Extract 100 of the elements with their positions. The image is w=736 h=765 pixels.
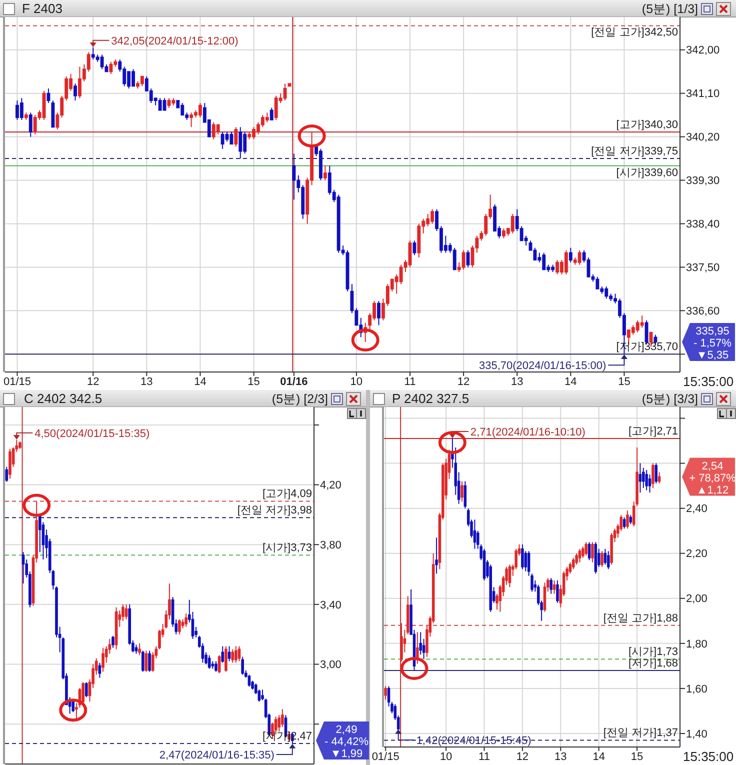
candlestick [460,480,464,502]
annotation: 2,47(2024/01/16-15:35) [159,749,274,762]
candlestick [100,54,104,70]
candlestick [377,300,380,326]
candlestick [167,98,171,108]
candlestick [417,223,421,258]
candlestick [221,646,224,664]
y-tick-label: 2,00 [686,593,708,606]
y-tick-label: 2,20 [686,548,708,560]
candlestick [384,686,387,700]
ref-line-label: [저가]1,68 [628,657,678,670]
x-tick-label: 15 [630,751,644,763]
candlestick [141,650,144,672]
candlestick [22,552,25,584]
x-tick-label: 14 [194,376,206,388]
candlestick [241,656,244,676]
candlestick [234,646,238,664]
annotation: 335,70(2024/01/16-15:00) [478,360,606,372]
candlestick [435,537,438,574]
x-tick-label: 11 [404,376,416,388]
ref-line-label: [고가]4,09 [262,488,312,500]
candlestick [591,542,594,563]
candlestick [578,548,582,563]
candlestick [18,440,22,450]
candlestick [564,250,568,275]
x-tick-label: 01/15 [3,376,31,388]
y-tick-label: 337,50 [686,262,720,274]
candlestick [228,646,231,662]
candlestick [184,612,188,628]
x-tick-label: 14 [592,751,605,763]
chart-title: F 2403 [22,1,62,16]
y-tick-label: 1,40 [686,728,708,740]
y-tick-label: 340,20 [686,132,720,144]
candlestick [270,107,274,120]
candlestick [8,448,12,480]
y-tick-label: 1,60 [686,683,708,696]
candlestick [178,618,181,635]
candlestick [230,131,234,145]
chart-subtitle: (5분) [1/3] [642,2,698,16]
ref-line-label: [시가]339,60 [616,166,678,179]
x-tick-label: 13 [554,751,567,763]
candlestick [5,466,8,482]
chart-subtitle: (5분) [3/3] [642,392,698,406]
candlestick [158,98,162,111]
x-tick-label: 01/15 [372,751,400,763]
candlestick [462,250,466,270]
y-tick-label: 339,30 [686,175,720,188]
x-tick-label: 13 [510,376,524,388]
candlestick [452,247,456,270]
candlestick [84,682,88,698]
candlestick [550,578,552,594]
candlestick [645,470,648,491]
candlestick [648,474,652,494]
candlestick [208,654,211,670]
candlestick [610,532,613,566]
candlestick [102,647,104,672]
candlestick [234,126,238,147]
candlestick [640,314,644,328]
candlestick [24,112,28,120]
y-tick-label: 3,00 [320,659,342,672]
annotation: 1,42(2024/01/15-15:45) [416,734,532,747]
candlestick [638,462,642,494]
ref-line-label: [전일 저가]3,98 [237,504,312,517]
candlestick [489,564,492,612]
x-tick-label: 13 [140,376,153,388]
ref-line-label: [전일 고가]1,88 [603,612,678,624]
candlestick [20,98,24,120]
candlestick [572,557,575,570]
candlestick [281,708,284,728]
candlestick [214,660,218,672]
x-tick-label: 15 [248,376,260,388]
x-tick-label: 12 [516,751,529,763]
candlestick [400,622,403,662]
candlestick [220,131,224,150]
candlestick [582,546,584,558]
x-tick-label: 12 [86,376,100,388]
y-tick-label: 3,40 [320,599,342,612]
ref-line-label: [전일 저가]339,75 [591,146,678,158]
ref-line-label: [시가]3,73 [262,542,312,554]
candlestick [74,83,77,102]
text: 2,49 - 44,42% ▼1,99 [324,724,369,760]
annotation: 342,05(2024/01/15-12:00) [111,35,238,48]
ref-line-label: [전일 고가]342,50 [591,26,678,39]
y-tick-label: 4,20 [320,480,342,492]
candlestick [248,131,252,140]
candlestick [607,550,610,570]
x-tick-label: 12 [457,376,470,388]
text: 15:35:00 [683,374,734,389]
candlestick [51,100,55,128]
candlestick [658,472,661,484]
x-tick-label: 01/16 [280,376,308,388]
y-tick-label: 2,40 [686,503,708,516]
candlestick [216,124,220,135]
candlestick [109,61,113,74]
candlestick [292,153,296,200]
candlestick [231,648,234,664]
x-tick-label: 10 [350,376,363,388]
annotation: 2,71(2024/01/16-10:10) [470,426,586,438]
chart-subtitle: (5분) [2/3] [272,392,328,406]
y-tick-label: 338,40 [686,218,720,231]
